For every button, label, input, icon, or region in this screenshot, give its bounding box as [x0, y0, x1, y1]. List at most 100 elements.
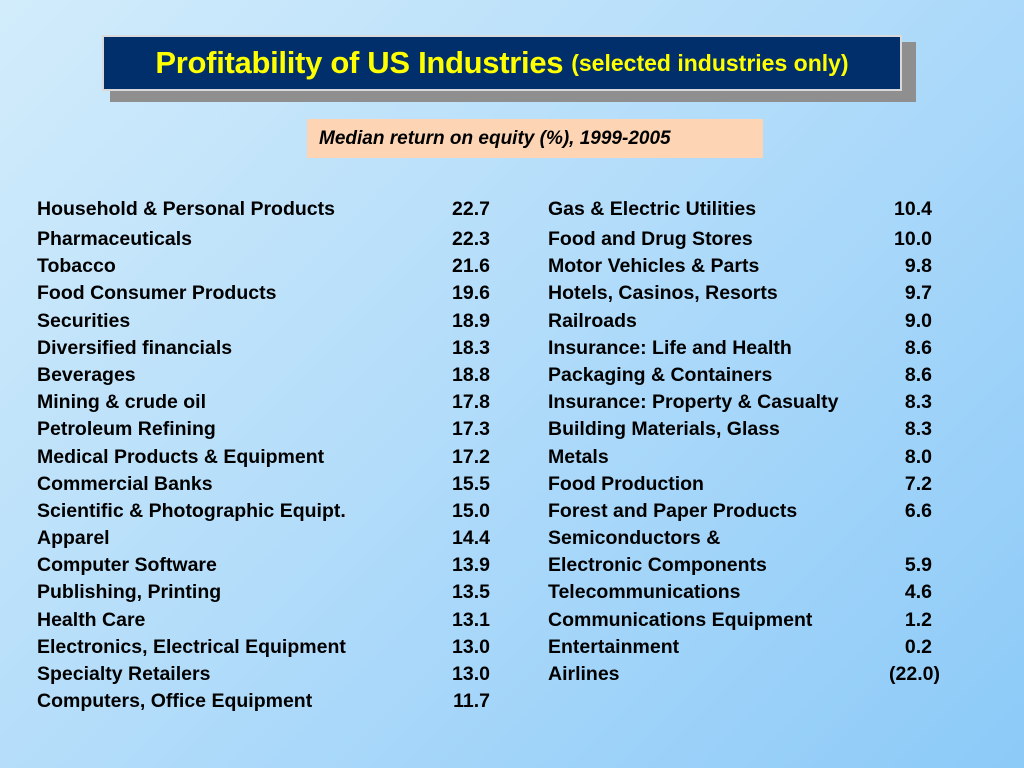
- industry-row: Metals 8.0: [548, 444, 948, 471]
- industry-name: Commercial Banks: [37, 472, 213, 495]
- industry-name: Medical Products & Equipment: [37, 445, 325, 468]
- roe-value: 10.0: [894, 228, 932, 250]
- roe-value: (22.0): [889, 663, 940, 685]
- industry-name: Semiconductors &: [548, 527, 721, 550]
- roe-value: 18.9: [452, 309, 490, 332]
- slide-title-main: Profitability of US Industries: [155, 45, 564, 80]
- roe-value: 18.3: [452, 336, 490, 359]
- industry-row: Diversified financials 18.3: [37, 335, 497, 362]
- industry-name: Telecommunications: [548, 581, 741, 604]
- slide-title-sub: (selected industries only): [571, 49, 849, 76]
- industry-row: Specialty Retailers 13.0: [37, 661, 497, 688]
- industry-row: Electronic Components 5.9: [548, 552, 948, 579]
- roe-value: 7.2: [904, 472, 932, 495]
- industry-row: Gas & Electric Utilities 10.4: [548, 196, 948, 226]
- industry-name: Beverages: [37, 363, 136, 386]
- industry-name: Specialty Retailers: [37, 663, 211, 685]
- roe-value: 0.2: [904, 635, 932, 658]
- industry-name: Communications Equipment: [548, 608, 813, 631]
- industry-name: Food Production: [548, 472, 704, 495]
- industry-name: Food and Drug Stores: [548, 228, 753, 250]
- industry-name: Pharmaceuticals: [37, 228, 193, 250]
- industry-row: Scientific & Photographic Equipt. 15.0: [37, 498, 497, 525]
- industry-row: Motor Vehicles & Parts 9.8: [548, 253, 948, 280]
- industry-name: Packaging & Containers: [548, 363, 773, 386]
- industry-row: Medical Products & Equipment 17.2: [37, 444, 497, 471]
- industry-row: Entertainment 0.2: [548, 634, 948, 661]
- industry-name: Gas & Electric Utilities: [548, 198, 757, 220]
- industry-row: Forest and Paper Products 6.6: [548, 498, 948, 525]
- industry-name: Computer Software: [37, 554, 217, 577]
- industry-row: Computers, Office Equipment 11.7: [37, 688, 497, 715]
- industry-row: Railroads 9.0: [548, 308, 948, 335]
- roe-value: 8.3: [904, 391, 932, 414]
- industry-name: Household & Personal Products: [37, 198, 335, 220]
- industry-name: Airlines: [548, 663, 620, 685]
- roe-value: 8.0: [904, 445, 932, 468]
- roe-value: 8.6: [904, 363, 932, 386]
- industry-name: Motor Vehicles & Parts: [548, 255, 760, 278]
- roe-value: 17.8: [452, 391, 490, 414]
- industry-name: Insurance: Life and Health: [548, 336, 792, 359]
- slide-title: Profitability of US Industries (selected…: [102, 35, 902, 91]
- industry-name: Building Materials, Glass: [548, 418, 780, 441]
- industry-name: Computers, Office Equipment: [37, 690, 313, 713]
- industry-name: Metals: [548, 445, 609, 468]
- industry-name: Securities: [37, 309, 131, 332]
- industry-row: Food Consumer Products 19.6: [37, 280, 497, 307]
- industry-row: Household & Personal Products 22.7: [37, 196, 497, 226]
- industry-name: Diversified financials: [37, 336, 233, 359]
- roe-value: 19.6: [452, 282, 490, 305]
- roe-value: 10.4: [894, 198, 932, 220]
- roe-value: 13.0: [452, 663, 490, 685]
- industry-row: Pharmaceuticals 22.3: [37, 226, 497, 253]
- industry-row: Commercial Banks 15.5: [37, 471, 497, 498]
- roe-value: 21.6: [452, 255, 490, 278]
- roe-value: 9.8: [904, 255, 932, 278]
- industry-name: Mining & crude oil: [37, 391, 206, 414]
- roe-value: 11.7: [453, 690, 490, 713]
- industry-name: Electronic Components: [548, 554, 767, 577]
- roe-value: 9.0: [904, 309, 932, 332]
- industry-list-right: Gas & Electric Utilities 10.4 Food and Dru…: [548, 196, 948, 688]
- roe-value: 13.9: [452, 554, 490, 577]
- industry-row: Apparel 14.4: [37, 525, 497, 552]
- industry-name: Insurance: Property & Casualty: [548, 391, 839, 414]
- industry-name: Forest and Paper Products: [548, 499, 798, 522]
- industry-list-left: Household & Personal Products 22.7 Pharmac…: [37, 196, 497, 715]
- industry-row: Semiconductors &: [548, 525, 948, 552]
- roe-value: 17.2: [452, 445, 490, 468]
- industry-row: Packaging & Containers 8.6: [548, 362, 948, 389]
- roe-value: 22.7: [452, 198, 490, 220]
- industry-row: Beverages 18.8: [37, 362, 497, 389]
- roe-value: 8.3: [904, 418, 932, 441]
- industry-name: Publishing, Printing: [37, 581, 222, 604]
- roe-value: 13.5: [452, 581, 490, 604]
- industry-row: Publishing, Printing 13.5: [37, 579, 497, 606]
- industry-name: Tobacco: [37, 255, 116, 278]
- industry-row: Petroleum Refining 17.3: [37, 416, 497, 443]
- roe-value: 9.7: [904, 282, 932, 305]
- industry-name: Scientific & Photographic Equipt.: [37, 499, 346, 522]
- industry-row: Building Materials, Glass 8.3: [548, 416, 948, 443]
- roe-value: 13.1: [452, 608, 490, 631]
- roe-value: 4.6: [904, 581, 932, 604]
- industry-row: Tobacco 21.6: [37, 253, 497, 280]
- roe-value: 15.5: [452, 472, 490, 495]
- roe-value: 17.3: [452, 418, 490, 441]
- industry-row: Securities 18.9: [37, 308, 497, 335]
- roe-value: 22.3: [452, 228, 490, 250]
- industry-row: Food and Drug Stores 10.0: [548, 226, 948, 253]
- industry-row: Computer Software 13.9: [37, 552, 497, 579]
- roe-value: 14.4: [452, 527, 490, 550]
- industry-row: Insurance: Life and Health 8.6: [548, 335, 948, 362]
- subtitle-text: Median return on equity (%), 1999-2005: [319, 127, 671, 149]
- industry-row: Airlines (22.0): [548, 661, 948, 688]
- roe-value: 15.0: [452, 499, 490, 522]
- industry-name: Food Consumer Products: [37, 282, 277, 305]
- roe-value: 1.2: [904, 608, 932, 631]
- subtitle-box: Median return on equity (%), 1999-2005: [307, 119, 763, 158]
- industry-row: Hotels, Casinos, Resorts 9.7: [548, 280, 948, 307]
- industry-name: Entertainment: [548, 635, 680, 658]
- industry-row: Communications Equipment 1.2: [548, 607, 948, 634]
